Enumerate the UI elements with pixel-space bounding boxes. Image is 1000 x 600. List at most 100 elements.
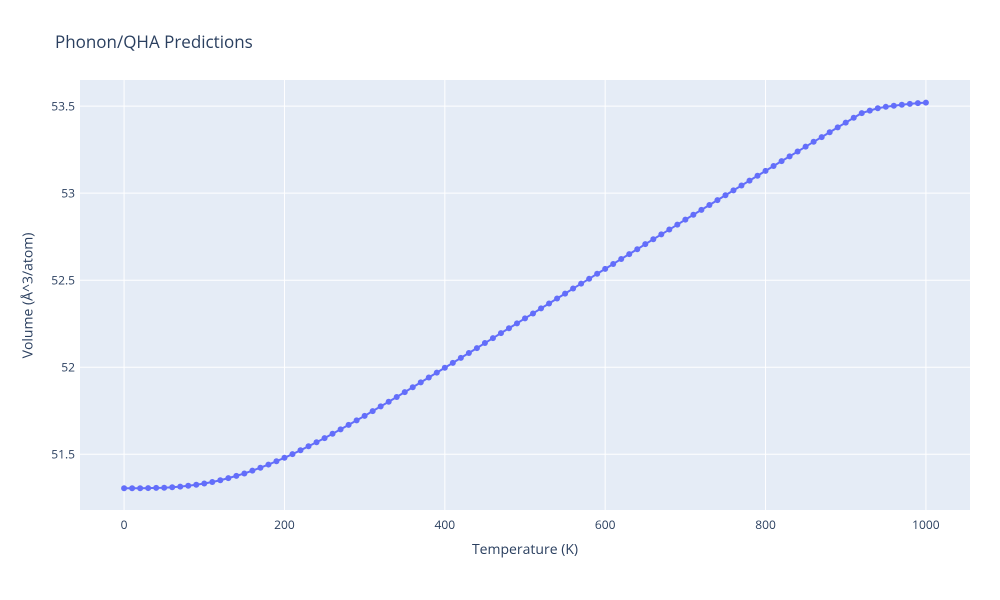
data-point[interactable] — [209, 479, 215, 485]
data-point[interactable] — [843, 120, 849, 126]
data-point[interactable] — [458, 355, 464, 361]
data-point[interactable] — [819, 134, 825, 140]
data-point[interactable] — [466, 350, 472, 356]
data-point[interactable] — [578, 281, 584, 287]
data-point[interactable] — [875, 105, 881, 111]
data-point[interactable] — [514, 320, 520, 326]
data-point[interactable] — [642, 241, 648, 247]
data-point[interactable] — [394, 394, 400, 400]
data-point[interactable] — [586, 276, 592, 282]
data-point[interactable] — [177, 484, 183, 490]
data-point[interactable] — [771, 163, 777, 169]
data-point[interactable] — [698, 207, 704, 213]
data-point[interactable] — [755, 173, 761, 179]
data-point[interactable] — [137, 485, 143, 491]
data-point[interactable] — [289, 451, 295, 457]
data-point[interactable] — [193, 482, 199, 488]
data-point[interactable] — [763, 168, 769, 174]
data-point[interactable] — [233, 473, 239, 479]
data-point[interactable] — [835, 124, 841, 130]
data-point[interactable] — [241, 470, 247, 476]
data-point[interactable] — [225, 475, 231, 481]
data-point[interactable] — [690, 212, 696, 218]
data-point[interactable] — [554, 295, 560, 301]
data-point[interactable] — [706, 202, 712, 208]
data-point[interactable] — [658, 231, 664, 237]
data-point[interactable] — [811, 139, 817, 145]
data-point[interactable] — [410, 384, 416, 390]
data-point[interactable] — [602, 266, 608, 272]
data-point[interactable] — [386, 399, 392, 405]
data-point[interactable] — [907, 101, 913, 107]
data-point[interactable] — [787, 153, 793, 159]
data-point[interactable] — [498, 330, 504, 336]
data-point[interactable] — [522, 315, 528, 321]
data-point[interactable] — [145, 485, 151, 491]
data-point[interactable] — [265, 462, 271, 468]
data-point[interactable] — [779, 158, 785, 164]
data-point[interactable] — [153, 485, 159, 491]
data-point[interactable] — [161, 485, 167, 491]
data-point[interactable] — [322, 435, 328, 441]
data-point[interactable] — [490, 335, 496, 341]
data-point[interactable] — [674, 222, 680, 228]
data-point[interactable] — [682, 217, 688, 223]
data-point[interactable] — [249, 468, 255, 474]
data-point[interactable] — [859, 110, 865, 116]
data-point[interactable] — [883, 104, 889, 110]
data-point[interactable] — [482, 340, 488, 346]
data-point[interactable] — [851, 115, 857, 121]
data-point[interactable] — [626, 251, 632, 257]
data-point[interactable] — [450, 360, 456, 366]
data-point[interactable] — [354, 417, 360, 423]
data-point[interactable] — [129, 485, 135, 491]
data-point[interactable] — [402, 389, 408, 395]
data-point[interactable] — [714, 197, 720, 203]
data-point[interactable] — [899, 102, 905, 108]
data-point[interactable] — [257, 465, 263, 471]
data-point[interactable] — [281, 455, 287, 461]
data-point[interactable] — [346, 422, 352, 428]
plot-area[interactable] — [80, 80, 970, 510]
data-point[interactable] — [418, 379, 424, 385]
data-point[interactable] — [546, 301, 552, 307]
data-point[interactable] — [338, 426, 344, 432]
data-point[interactable] — [867, 108, 873, 114]
data-point[interactable] — [442, 365, 448, 371]
data-point[interactable] — [570, 286, 576, 292]
data-point[interactable] — [618, 256, 624, 262]
data-point[interactable] — [217, 477, 223, 483]
data-point[interactable] — [121, 485, 127, 491]
data-point[interactable] — [891, 103, 897, 109]
data-point[interactable] — [562, 291, 568, 297]
data-point[interactable] — [915, 100, 921, 106]
data-point[interactable] — [803, 144, 809, 150]
data-point[interactable] — [378, 403, 384, 409]
data-point[interactable] — [201, 481, 207, 487]
data-point[interactable] — [370, 408, 376, 414]
data-point[interactable] — [827, 129, 833, 135]
data-point[interactable] — [795, 149, 801, 155]
data-point[interactable] — [306, 443, 312, 449]
data-point[interactable] — [538, 305, 544, 311]
data-point[interactable] — [610, 261, 616, 267]
data-point[interactable] — [434, 370, 440, 376]
data-point[interactable] — [650, 236, 656, 242]
data-point[interactable] — [474, 345, 480, 351]
data-point[interactable] — [314, 439, 320, 445]
data-point[interactable] — [722, 192, 728, 198]
data-point[interactable] — [273, 458, 279, 464]
data-point[interactable] — [330, 431, 336, 437]
data-point[interactable] — [747, 178, 753, 184]
data-point[interactable] — [594, 271, 600, 277]
data-point[interactable] — [923, 100, 929, 106]
data-point[interactable] — [530, 310, 536, 316]
data-point[interactable] — [297, 447, 303, 453]
data-point[interactable] — [169, 484, 175, 490]
data-point[interactable] — [634, 246, 640, 252]
data-point[interactable] — [185, 483, 191, 489]
data-point[interactable] — [666, 227, 672, 233]
data-point[interactable] — [362, 413, 368, 419]
data-point[interactable] — [506, 325, 512, 331]
data-point[interactable] — [730, 187, 736, 193]
